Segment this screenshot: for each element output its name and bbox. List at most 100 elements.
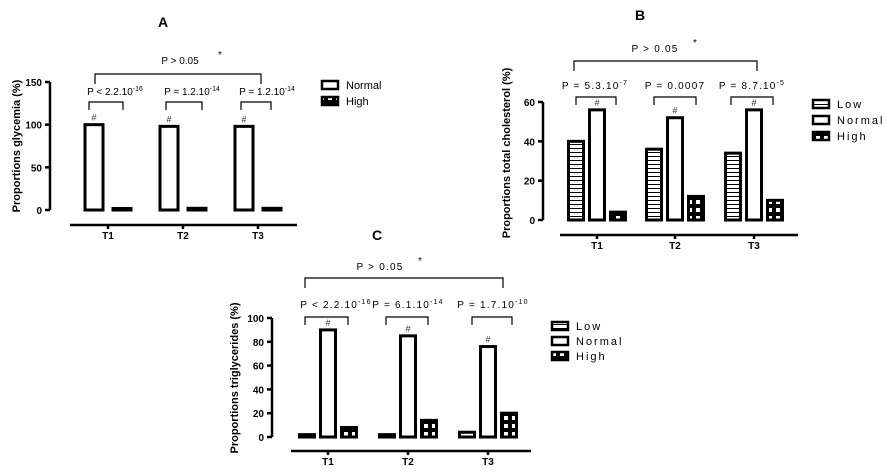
bar-low-t1 [298, 433, 316, 439]
group-p-value: P = 1.7.10-10 [457, 299, 528, 311]
panel-title: A [158, 14, 168, 30]
legend-label: Low [576, 321, 602, 333]
significance-hash-mark: # [91, 113, 96, 123]
group-p-value: P = 5.3.10-7 [562, 80, 628, 92]
overall-bracket [304, 277, 504, 288]
bar-normal-t2 [399, 334, 417, 439]
legend-swatch [550, 320, 570, 332]
bar-normal-t2 [158, 124, 180, 212]
legend-swatch [320, 95, 340, 107]
x-tick-label: T2 [177, 231, 189, 242]
overall-significance-mark: * [218, 50, 222, 61]
significance-hash-mark: # [166, 114, 171, 124]
legend-item-low: Low [550, 320, 602, 333]
y-tick-labels: 0 20 40 60 [524, 98, 545, 227]
significance-hash-mark: # [241, 114, 246, 124]
overall-significance-mark: * [418, 256, 422, 267]
legend-label: Normal [346, 80, 381, 92]
group-bracket [88, 101, 124, 110]
y-tick-label: 80 [253, 338, 265, 349]
bar-high-t1 [340, 425, 358, 439]
group-p-value: P < 2.2.10-16 [300, 299, 371, 311]
bars [83, 123, 283, 212]
significance-hash-mark: # [594, 98, 599, 108]
group-p-value: P < 2.2.10-16 [87, 86, 143, 98]
group-bracket [653, 96, 697, 105]
panel-c: C Proportions triglycerides (%) 0 20 40 60 8… [229, 227, 623, 468]
bar-high-t2 [186, 206, 208, 212]
bar-high-t3 [261, 206, 283, 212]
bars [567, 108, 784, 222]
legend-label: High [346, 96, 369, 108]
significance-annotations: P > 0.05 * P < 2.2.10-16 # P = 6.1.10-14 # P =… [300, 256, 528, 345]
y-tick-label: 0 [258, 433, 264, 444]
legend-item-high: High [550, 350, 607, 363]
significance-annotations: P > 0.05 * P = 5.3.10-7 # P = 0.0007 # P = 8.7… [562, 38, 785, 116]
bar-normal-t1 [319, 328, 337, 439]
y-tick-label: 100 [25, 121, 42, 132]
significance-hash-mark: # [485, 335, 490, 345]
bar-low-t3 [724, 151, 742, 222]
x-tick-label: T3 [252, 231, 264, 242]
group-p-value: P = 1.2.10-14 [164, 86, 220, 98]
bar-low-t1 [567, 139, 585, 222]
legend-label: Normal [576, 336, 623, 348]
legend-label: High [837, 131, 868, 143]
group-p-value: P = 8.7.10-5 [719, 80, 785, 92]
overall-significance-mark: * [693, 38, 697, 49]
legend-label: Normal [837, 115, 884, 127]
x-tick-label: T1 [322, 457, 334, 468]
legend-item-low: Low [811, 98, 863, 111]
panel-b: B Proportions total cholesterol (%) 0 20 4… [501, 7, 884, 252]
group-p-value: P = 6.1.10-14 [372, 299, 443, 311]
bar-normal-t1 [588, 108, 606, 222]
bar-high-t3 [766, 198, 784, 222]
legend-swatch [811, 130, 831, 142]
y-tick-labels: 0 50 100 150 [25, 78, 52, 217]
bar-high-t1 [111, 207, 133, 212]
x-tick-label: T3 [482, 457, 494, 468]
group-bracket [471, 316, 513, 325]
y-tick-label: 20 [524, 177, 536, 188]
overall-bracket [94, 73, 262, 84]
legend-item-normal: Normal [811, 114, 884, 127]
group-bracket [165, 101, 203, 110]
panel-title: C [372, 227, 382, 243]
y-axis-label: Proportions total cholesterol (%) [501, 67, 513, 238]
legend-swatch [320, 79, 340, 91]
legend-label: Low [837, 99, 863, 111]
y-tick-label: 100 [247, 314, 264, 325]
bars [298, 328, 518, 439]
legend: Low Normal High [811, 98, 884, 143]
x-tick-label: T3 [748, 241, 760, 252]
group-bracket [730, 96, 774, 105]
group-bracket [240, 101, 272, 110]
legend-label: High [576, 351, 607, 363]
x-tick-labels: T1 T2 T3 [291, 449, 531, 468]
y-tick-label: 0 [36, 206, 42, 217]
significance-hash-mark: # [325, 318, 330, 328]
group-bracket [304, 316, 349, 325]
bar-low-t2 [378, 433, 396, 439]
y-tick-label: 0 [529, 216, 535, 227]
bar-normal-t3 [233, 124, 255, 212]
group-bracket [385, 316, 429, 325]
legend-item-normal: Normal [320, 79, 381, 92]
bar-high-t3 [500, 411, 518, 439]
y-tick-label: 60 [524, 98, 536, 109]
bar-high-t1 [609, 210, 627, 222]
y-tick-labels: 0 20 40 60 80 100 [247, 314, 274, 444]
bar-high-t2 [420, 418, 438, 439]
y-axis-label: Proportions glycemia (%) [11, 79, 23, 212]
y-tick-label: 150 [25, 78, 42, 89]
bar-normal-t3 [479, 345, 497, 439]
significance-hash-mark: # [405, 324, 410, 334]
bar-normal-t2 [666, 116, 684, 222]
x-tick-label: T2 [669, 241, 681, 252]
legend: Low Normal High [550, 320, 623, 363]
group-p-value: P = 0.0007 [645, 81, 705, 92]
legend-swatch [550, 350, 570, 362]
panel-title: B [635, 7, 645, 23]
